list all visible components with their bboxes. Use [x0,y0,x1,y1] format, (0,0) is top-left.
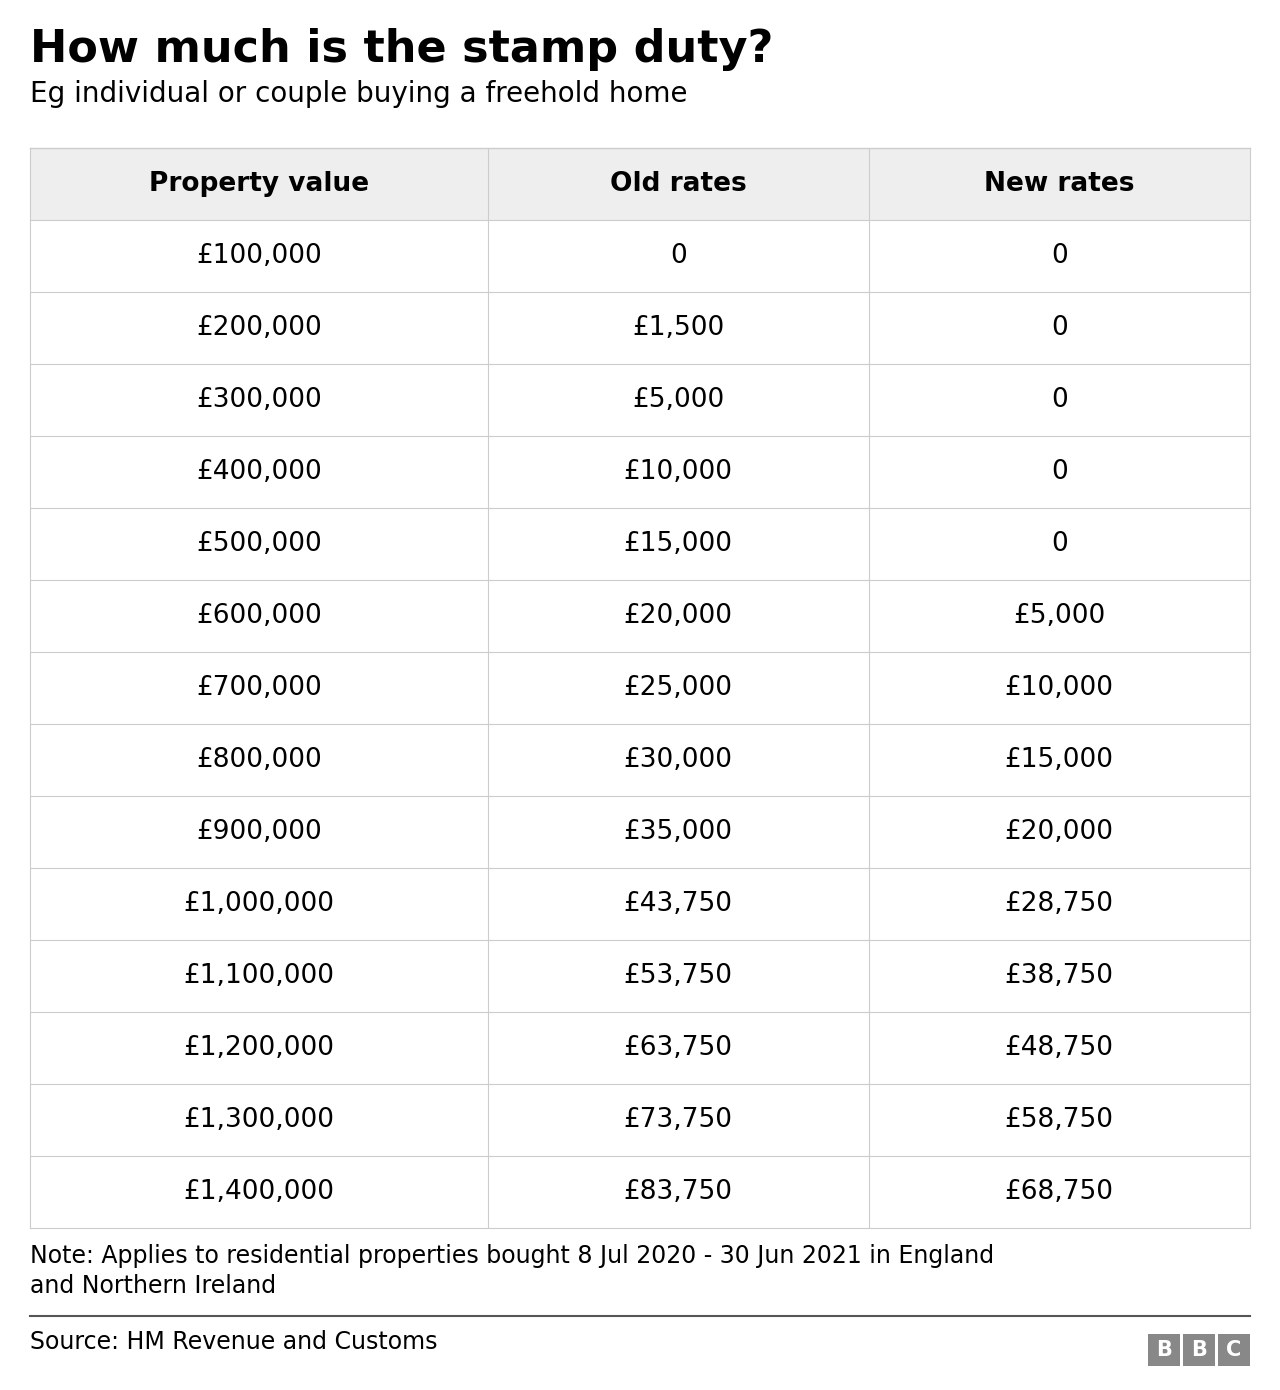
Text: £10,000: £10,000 [1005,676,1114,701]
Text: £38,750: £38,750 [1005,963,1114,990]
Text: £48,750: £48,750 [1005,1036,1114,1061]
Bar [29,292,1251,364]
Bar [29,1084,1251,1156]
Bar [29,147,1251,220]
Text: Source: HM Revenue and Customs: Source: HM Revenue and Customs [29,1330,438,1354]
Text: 0: 0 [669,243,686,270]
Bar [29,940,1251,1012]
Text: B: B [1156,1340,1172,1359]
Text: £20,000: £20,000 [623,603,732,630]
Text: £800,000: £800,000 [196,746,321,773]
Text: £28,750: £28,750 [1005,891,1114,917]
Text: C: C [1226,1340,1242,1359]
Bar [29,364,1251,436]
Text: Old rates: Old rates [609,171,746,197]
Text: 0: 0 [1051,243,1068,270]
Text: £200,000: £200,000 [196,316,321,341]
Text: £63,750: £63,750 [623,1036,732,1061]
Text: £1,400,000: £1,400,000 [183,1179,334,1205]
Bar [29,507,1251,580]
Bar [29,1012,1251,1084]
Text: £1,000,000: £1,000,000 [183,891,334,917]
Bar [1183,1334,1215,1366]
Text: £1,300,000: £1,300,000 [183,1106,334,1133]
Text: £25,000: £25,000 [623,676,732,701]
Text: £15,000: £15,000 [1005,746,1114,773]
Text: £1,200,000: £1,200,000 [183,1036,334,1061]
Text: £30,000: £30,000 [623,746,732,773]
Text: £400,000: £400,000 [196,459,321,485]
Bar [29,796,1251,867]
Text: 0: 0 [1051,316,1068,341]
Text: £68,750: £68,750 [1005,1179,1114,1205]
Text: How much is the stamp duty?: How much is the stamp duty? [29,28,773,71]
Text: and Northern Ireland: and Northern Ireland [29,1275,276,1298]
Text: £100,000: £100,000 [196,243,321,270]
Text: £15,000: £15,000 [623,531,732,557]
Text: £5,000: £5,000 [632,386,724,413]
Text: £1,500: £1,500 [632,316,724,341]
Text: £500,000: £500,000 [196,531,321,557]
Text: £20,000: £20,000 [1005,819,1114,845]
Text: £5,000: £5,000 [1014,603,1106,630]
Text: £35,000: £35,000 [623,819,732,845]
Text: £1,100,000: £1,100,000 [183,963,334,990]
Text: £73,750: £73,750 [623,1106,732,1133]
Bar [29,652,1251,724]
Text: £300,000: £300,000 [196,386,321,413]
Bar [1219,1334,1251,1366]
Bar [29,436,1251,507]
Bar [29,580,1251,652]
Text: 0: 0 [1051,386,1068,413]
Text: B: B [1192,1340,1207,1359]
Bar [29,220,1251,292]
Text: £10,000: £10,000 [623,459,732,485]
Text: £43,750: £43,750 [623,891,732,917]
Text: £900,000: £900,000 [196,819,321,845]
Text: Eg individual or couple buying a freehold home: Eg individual or couple buying a freehol… [29,81,687,108]
Text: £58,750: £58,750 [1005,1106,1114,1133]
Text: £600,000: £600,000 [196,603,321,630]
Text: New rates: New rates [984,171,1134,197]
Text: £83,750: £83,750 [623,1179,732,1205]
Text: Note: Applies to residential properties bought 8 Jul 2020 - 30 Jun 2021 in Engla: Note: Applies to residential properties … [29,1244,995,1268]
Bar [1148,1334,1180,1366]
Text: 0: 0 [1051,531,1068,557]
Text: Property value: Property value [148,171,369,197]
Text: £700,000: £700,000 [196,676,321,701]
Text: 0: 0 [1051,459,1068,485]
Bar [29,724,1251,796]
Text: £53,750: £53,750 [623,963,732,990]
Bar [29,867,1251,940]
Bar [29,1156,1251,1227]
